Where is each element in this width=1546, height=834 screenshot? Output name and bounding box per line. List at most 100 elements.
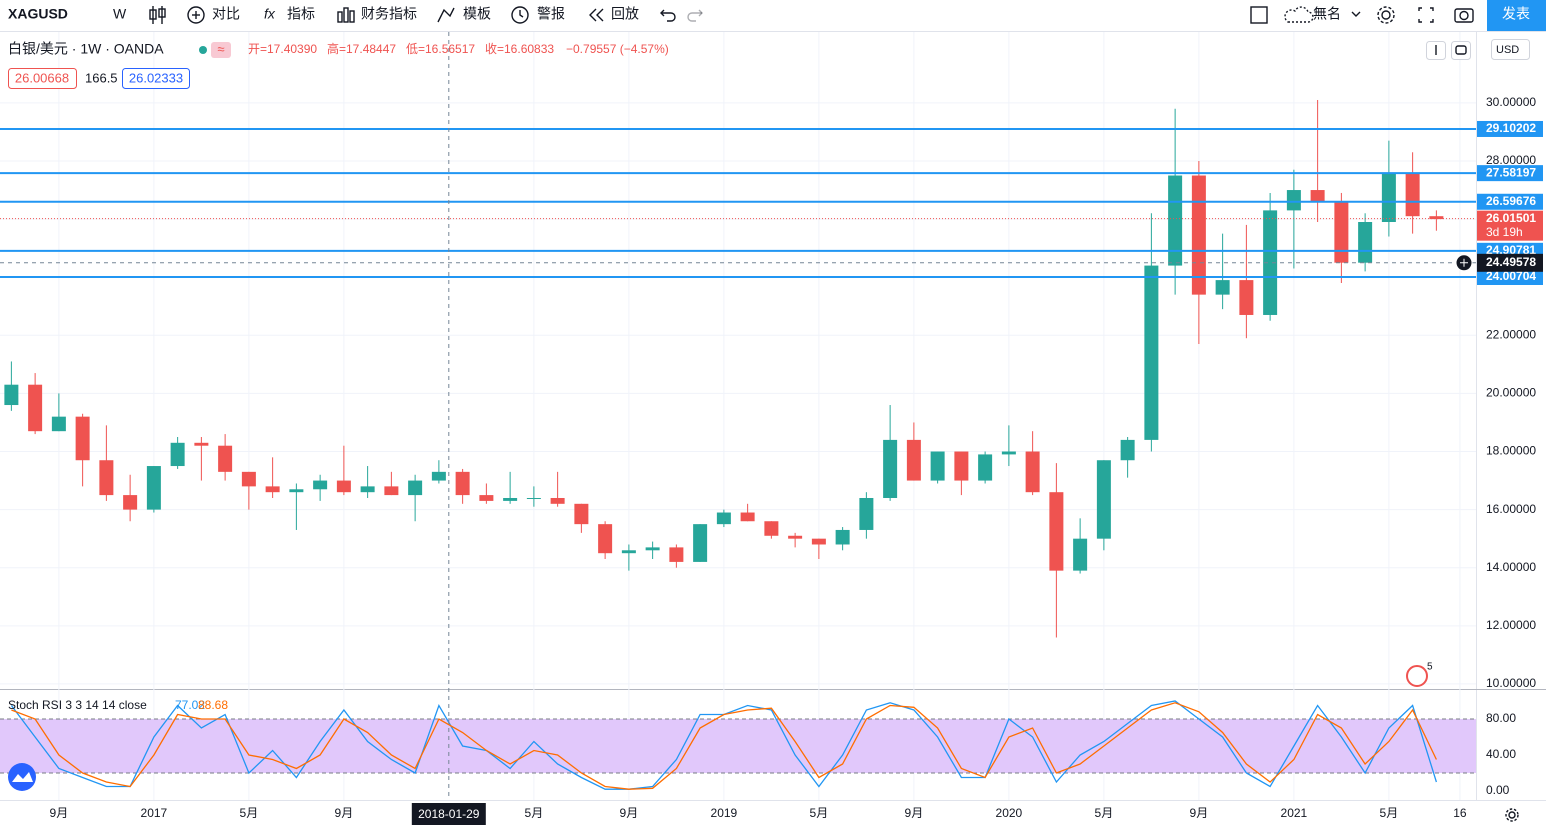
x-tick-label: 2020 [996,806,1023,820]
candle-body [930,451,945,481]
x-tick-label: 9月 [1190,806,1209,820]
x-tick-label: 2019 [711,806,738,820]
y-tick-label: 22.00000 [1486,327,1536,341]
candle-body [51,416,66,432]
y-tick-label: 10.00000 [1486,676,1536,690]
stoch-title: Stoch RSI 3 3 14 14 close [8,698,147,712]
compare-button[interactable]: 对比 [212,6,240,22]
x-tick-label: 9月 [905,806,924,820]
stoch-pane [0,700,1476,790]
series-title: 白银/美元 · 1W · OANDA [8,41,164,57]
x-tick-label: 16 [1453,806,1467,820]
indicator-value: 26.00668 [15,70,69,85]
candle-body [954,451,969,481]
compare-icon[interactable] [187,6,205,24]
last-price-label: 26.01501 [1486,211,1536,225]
publish-button[interactable] [1487,0,1546,31]
layout-button[interactable] [1250,6,1268,24]
currency-label[interactable]: USD [1496,44,1519,56]
candle-body [146,466,161,510]
x-tick-label: 5月 [525,806,544,820]
redo-button[interactable] [687,9,703,22]
candle-body [1405,172,1420,217]
candle-body [883,439,898,498]
logo-mark [12,772,33,782]
price-line-label: 27.58197 [1486,165,1536,179]
layout-name[interactable]: 無名 [1313,6,1341,22]
x-tick-label: 9月 [50,806,69,820]
layout-menu[interactable] [1351,11,1361,17]
candle-body [788,535,803,539]
currency-button[interactable] [1491,39,1530,60]
fx-icon: fx [264,6,276,22]
event-count: 5 [1427,662,1433,673]
candle-body [1215,280,1230,295]
symbol[interactable]: XAGUSD [8,6,68,22]
x-tick-label: 5月 [1095,806,1114,820]
market-status-icon: ≈ [217,41,224,56]
candle-body [241,471,256,487]
snapshot-button[interactable] [1454,8,1474,23]
candle-body [123,495,138,510]
stoch-d-value: 88.68 [198,698,228,712]
replay-button[interactable]: 回放 [611,6,639,22]
financials-button[interactable]: 财务指标 [361,6,417,22]
candle-body [1120,439,1135,461]
candle-body [716,512,731,525]
axis-settings[interactable] [1505,808,1519,822]
y-tick-label: 14.00000 [1486,560,1536,574]
chart-style-button[interactable] [149,6,166,24]
candle-body [455,471,470,496]
x-tick-label: 5月 [1380,806,1399,820]
crosshair-time-box [411,803,486,825]
candle-body [170,442,185,467]
undo-button[interactable] [660,9,676,22]
candle-body [479,495,494,501]
candle-body [1096,460,1111,539]
price-line-label: 29.10202 [1486,121,1536,135]
logo[interactable] [8,763,36,791]
maximize-button[interactable] [1451,41,1471,60]
y-tick-label: 40.00 [1486,747,1516,761]
publish-label[interactable]: 发表 [1502,6,1530,22]
candle-body [598,524,613,554]
candle-body [265,486,280,493]
alert-button[interactable]: 警报 [537,6,565,22]
candle-body [1334,201,1349,263]
candle-body [764,521,779,536]
indicators-button[interactable]: 指标 [287,6,315,22]
x-tick-label: 9月 [620,806,639,820]
candle-body [1286,190,1301,211]
candle-body [1239,280,1254,315]
candle-body [336,480,351,493]
close-value: 收=16.60833 [485,42,554,56]
price-line-label-box [1477,120,1543,137]
price-line-label-box [1477,193,1543,210]
candle-body [1358,222,1373,263]
candle-body [669,547,684,562]
event-icon[interactable] [1406,665,1428,687]
templates-button[interactable]: 模板 [463,6,491,22]
price-line-label: 24.90781 [1486,243,1536,257]
low-value: 低=16.56517 [406,42,475,56]
y-tick-label: 0.00 [1486,783,1510,797]
y-tick-label: 12.00000 [1486,618,1536,632]
toolbar: XAGUSD W 对比 fx 指标 财务指标 模板 警报 回放 無名 发表 [0,0,1546,32]
candle-body [1310,190,1325,202]
stoch-band [0,718,1476,773]
settings-button[interactable] [1377,6,1395,24]
x-tick-label: 2017 [141,806,168,820]
interval[interactable]: W [113,6,127,22]
candle-body [978,454,993,481]
y-tick-label: 16.00000 [1486,502,1536,516]
open-value: 开=17.40390 [248,42,317,56]
grid [0,32,1476,800]
candle-body [75,416,90,461]
candle-body [289,489,304,493]
market-status[interactable] [211,42,231,58]
price-line-label-box [1477,165,1543,182]
indicator-value: 26.02333 [129,70,183,85]
candle-body [1025,451,1040,493]
x-tick-label: 5月 [240,806,259,820]
fullscreen-button[interactable] [1418,7,1434,23]
